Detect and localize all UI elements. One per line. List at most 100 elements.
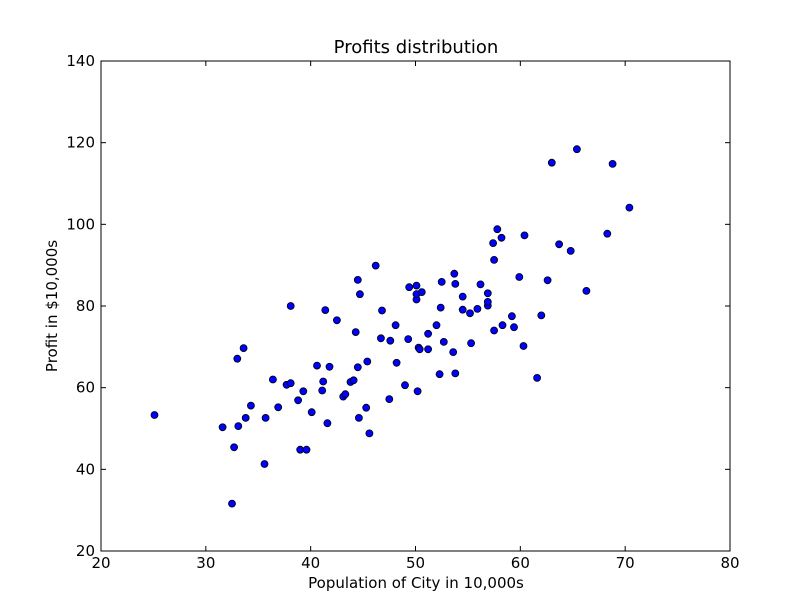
y-tick-label: 40 [76,460,95,478]
data-point [363,357,372,366]
data-point [385,395,394,404]
data-point [313,361,321,370]
y-tick-label: 80 [76,297,95,315]
data-point [386,336,395,345]
data-point [230,443,239,452]
data-point [424,329,433,338]
data-point [543,276,552,285]
data-point [437,277,446,286]
data-point [507,312,516,321]
x-tick-label: 70 [616,554,635,572]
x-tick-label: 20 [91,554,110,572]
data-point [458,305,467,314]
data-point [625,203,634,212]
axes-frame [100,60,731,552]
data-point [432,321,441,330]
data-point [439,337,448,346]
data-point [241,413,250,422]
data-point [451,369,460,378]
data-point [321,306,330,315]
data-point [451,279,460,288]
data-point [417,288,426,297]
x-tick-label: 40 [301,554,320,572]
data-point [547,158,556,167]
data-point [537,311,546,320]
data-point [483,289,492,298]
data-point [378,306,386,315]
data-point [286,302,295,310]
data-point [498,321,507,330]
plot-area: 20 30 40 50 60 70 80 20 40 60 80 100 120 140 [66,52,739,572]
data-point [228,499,236,508]
data-point [391,321,400,330]
data-point [150,411,159,419]
x-tick-label: 60 [511,554,530,572]
data-point [218,423,227,432]
data-point [566,246,575,255]
data-point [490,255,499,264]
data-point [608,159,617,168]
data-point [376,334,385,343]
data-point [449,348,458,357]
data-point [286,379,295,388]
x-tick-label: 80 [720,554,739,572]
data-point [325,362,334,371]
data-point [515,273,524,281]
data-point [233,354,242,363]
data-point [458,292,467,301]
data-point [510,323,518,332]
data-point [436,303,445,312]
data-point [239,344,248,353]
data-point [435,370,444,379]
y-axis-label: Profit in $10,000s [43,240,61,372]
data-point [353,275,362,284]
data-point [365,429,374,438]
data-point [323,419,332,428]
data-point [294,396,303,405]
data-point [268,375,277,384]
data-point [354,413,363,422]
data-point [582,286,591,295]
data-point [234,422,243,431]
data-point [319,377,328,386]
y-tick-label: 140 [66,52,95,70]
data-point [341,390,350,399]
y-tick-label: 100 [66,215,95,233]
data-point [355,290,364,299]
data-point [413,387,422,396]
y-tick-label: 60 [76,379,95,397]
data-point [573,145,581,154]
data-point [351,328,360,337]
data-point [307,408,316,417]
data-point [401,381,409,390]
data-point [260,460,269,468]
data-point [246,401,255,410]
data-point [299,387,308,396]
data-point [520,231,529,240]
x-tick-label: 30 [196,554,215,572]
data-point [489,239,498,248]
data-point [371,261,380,270]
data-point [412,281,421,290]
data-point [405,283,414,292]
data-point [332,316,341,325]
data-point [362,403,371,412]
data-point [450,269,459,278]
data-point [404,335,413,344]
data-point [302,445,311,454]
data-point [353,363,362,372]
data-point [349,376,358,385]
data-point [483,297,492,306]
x-tick-label: 50 [406,554,425,572]
data-point [415,345,424,354]
x-axis-label: Population of City in 10,000s [308,574,524,592]
chart-title: Profits distribution [334,37,499,58]
data-point [424,345,433,354]
data-point [497,233,506,242]
data-point [392,358,401,367]
data-point [476,280,485,289]
y-tick-label: 20 [76,542,95,560]
data-point [493,225,502,234]
